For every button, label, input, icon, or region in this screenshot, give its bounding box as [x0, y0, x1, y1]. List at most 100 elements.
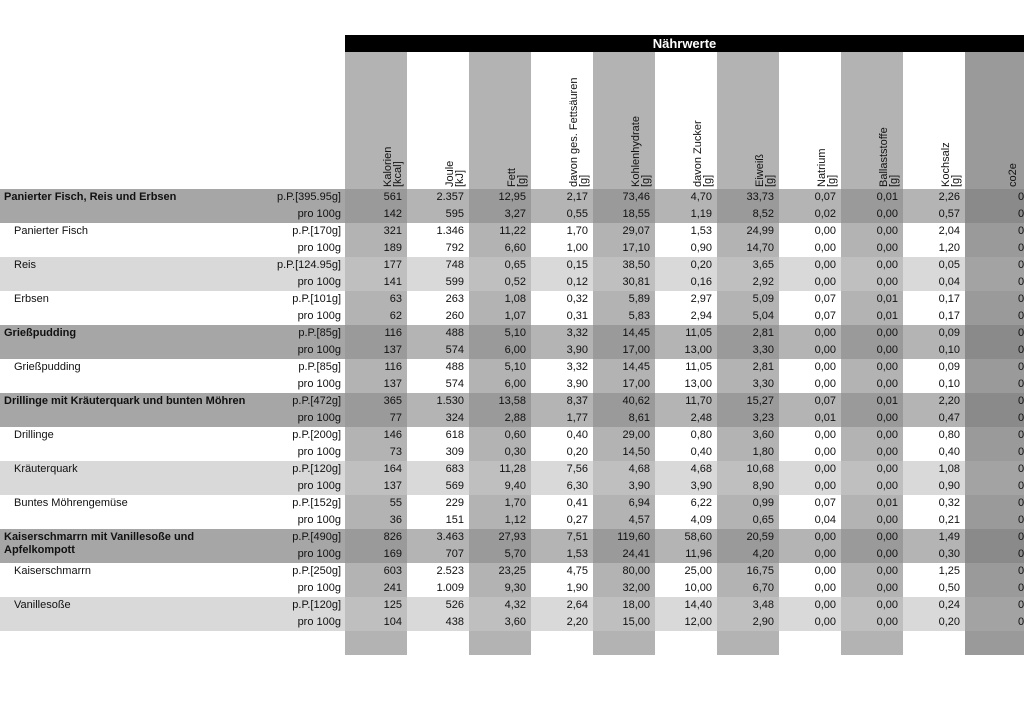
cell-background: [965, 376, 1024, 393]
cell-background: [345, 427, 407, 444]
value-cell: 1.530: [436, 395, 464, 407]
value-cell: 438: [445, 616, 464, 628]
cell-background: [407, 342, 469, 359]
cell-background: [531, 614, 593, 631]
value-cell: 2,26: [938, 191, 960, 203]
value-cell: 0,00: [876, 531, 898, 543]
value-cell: 3,90: [690, 480, 712, 492]
row-background: [0, 240, 345, 257]
cell-background: [655, 206, 717, 223]
portion-label: pro 100g: [297, 548, 341, 560]
cell-background: [779, 308, 841, 325]
value-cell: 4,68: [628, 463, 650, 475]
row-background: [0, 308, 345, 325]
cell-background: [407, 257, 469, 274]
cell-background: [841, 529, 903, 546]
cell-background: [345, 597, 407, 614]
cell-background: [593, 546, 655, 563]
cell-background: [655, 223, 717, 240]
cell-background: [717, 478, 779, 495]
value-cell: 0: [1018, 361, 1024, 373]
value-cell: 0,55: [566, 208, 588, 220]
value-cell: 1,08: [938, 463, 960, 475]
cell-background: [593, 291, 655, 308]
value-cell: 826: [383, 531, 402, 543]
value-cell: 24,41: [622, 548, 650, 560]
cell-background: [841, 427, 903, 444]
cell-background: [779, 257, 841, 274]
portion-label: pro 100g: [297, 514, 341, 526]
value-cell: 18,55: [622, 208, 650, 220]
cell-background: [779, 393, 841, 410]
component-name: Reis: [14, 259, 37, 271]
cell-background: [469, 495, 531, 512]
row-background: [0, 257, 345, 274]
cell-background: [779, 512, 841, 529]
cell-background: [345, 342, 407, 359]
value-cell: 0,41: [566, 497, 588, 509]
cell-background: [469, 580, 531, 597]
value-cell: 3,23: [752, 412, 774, 424]
value-cell: 7,56: [566, 463, 588, 475]
value-cell: 1,77: [566, 412, 588, 424]
value-cell: 0,07: [814, 395, 836, 407]
value-cell: 0: [1018, 395, 1024, 407]
column-unit: [kJ]: [454, 169, 466, 187]
cell-background: [903, 393, 965, 410]
cell-background: [655, 359, 717, 376]
value-cell: 2,81: [752, 327, 774, 339]
cell-background: [469, 376, 531, 393]
value-cell: 0,00: [814, 378, 836, 390]
cell-background: [655, 393, 717, 410]
value-cell: 36: [389, 514, 402, 526]
value-cell: 0,60: [504, 429, 526, 441]
portion-label: p.P.[395.95g]: [276, 191, 341, 203]
column-unit: [g]: [826, 174, 838, 187]
value-cell: 0,01: [876, 191, 898, 203]
cell-background: [717, 393, 779, 410]
cell-background: [593, 427, 655, 444]
value-cell: 0,00: [814, 259, 836, 271]
value-cell: 0,00: [876, 344, 898, 356]
cell-background: [593, 274, 655, 291]
cell-background: [407, 546, 469, 563]
value-cell: 3,48: [752, 599, 774, 611]
column-unit: [g]: [640, 174, 652, 187]
value-cell: 0,00: [876, 599, 898, 611]
value-cell: 116: [384, 361, 402, 373]
cell-background: [407, 206, 469, 223]
value-cell: 0,90: [938, 480, 960, 492]
cell-background: [841, 376, 903, 393]
value-cell: 0,00: [814, 565, 836, 577]
row-background: [0, 461, 345, 478]
value-cell: 2,92: [752, 276, 774, 288]
cell-background: [531, 240, 593, 257]
cell-background: [655, 597, 717, 614]
value-cell: 13,00: [684, 344, 712, 356]
value-cell: 0,00: [876, 565, 898, 577]
cell-background: [903, 546, 965, 563]
value-cell: 569: [445, 480, 464, 492]
cell-background: [779, 461, 841, 478]
row-background: [0, 512, 345, 529]
value-cell: 0,01: [814, 412, 836, 424]
value-cell: 3,32: [566, 361, 588, 373]
cell-background: [407, 223, 469, 240]
cell-background: [655, 325, 717, 342]
value-cell: 17,00: [622, 344, 650, 356]
row-background: [0, 291, 345, 308]
cell-background: [345, 274, 407, 291]
value-cell: 0,00: [876, 361, 898, 373]
cell-background: [469, 546, 531, 563]
value-cell: 0,00: [876, 276, 898, 288]
value-cell: 16,75: [746, 565, 774, 577]
value-cell: 0,12: [566, 276, 588, 288]
value-cell: 33,73: [746, 191, 774, 203]
cell-background: [593, 410, 655, 427]
cell-background: [531, 206, 593, 223]
cell-background: [655, 257, 717, 274]
value-cell: 0,17: [938, 293, 960, 305]
value-cell: 2,20: [938, 395, 960, 407]
cell-background: [345, 223, 407, 240]
